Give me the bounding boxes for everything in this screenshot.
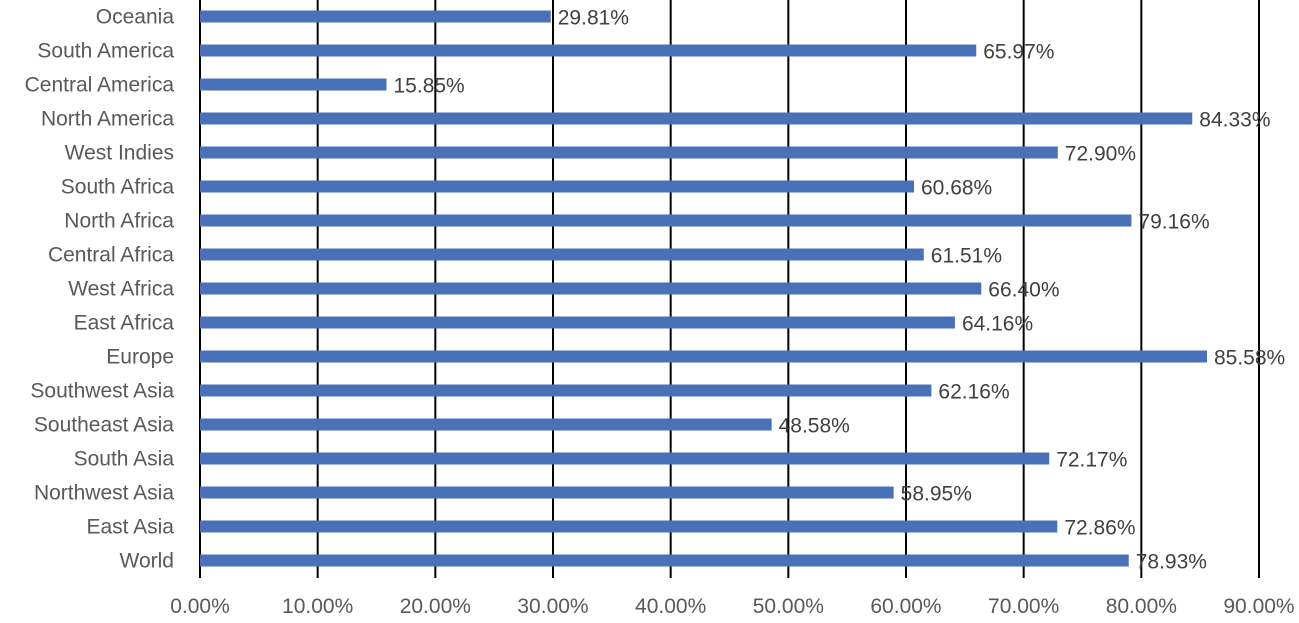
category-label: Oceania: [96, 6, 175, 29]
data-labels: 29.81% 65.97% 15.85% 84.33% 72.90% 60.68% 79.1…: [394, 7, 1286, 574]
data-label: 60.68%: [921, 177, 992, 200]
category-label: South Africa: [61, 176, 175, 199]
x-tick-label: 40.00%: [635, 595, 706, 618]
category-label: West Africa: [68, 278, 174, 301]
category-label: North Africa: [64, 210, 174, 233]
bar: [200, 78, 387, 91]
data-label: 48.58%: [779, 415, 850, 438]
category-label: Central Africa: [48, 244, 174, 267]
x-tick-label: 20.00%: [400, 595, 471, 618]
data-label: 84.33%: [1199, 109, 1270, 132]
category-label: Northwest Asia: [34, 482, 174, 505]
bar: [200, 316, 955, 329]
data-label: 62.16%: [938, 381, 1009, 404]
bar: [200, 554, 1129, 567]
data-label: 72.86%: [1064, 517, 1135, 540]
x-tick-labels: 0.00% 10.00% 20.00% 30.00% 40.00% 50.00% 60.00…: [170, 595, 1294, 618]
bar: [200, 10, 551, 23]
data-label: 72.17%: [1056, 449, 1127, 472]
data-label: 61.51%: [931, 245, 1002, 268]
data-label: 64.16%: [962, 313, 1033, 336]
data-label: 66.40%: [988, 279, 1059, 302]
category-labels: Oceania South America Central America North…: [25, 6, 175, 573]
bar: [200, 248, 924, 261]
data-label: 65.97%: [983, 41, 1054, 64]
category-label: West Indies: [65, 142, 174, 165]
bars: [200, 10, 1207, 567]
x-tick-label: 70.00%: [988, 595, 1059, 618]
data-label: 58.95%: [901, 483, 972, 506]
x-tick-label: 0.00%: [170, 595, 230, 618]
bar: [200, 214, 1132, 227]
data-label: 15.85%: [394, 75, 465, 98]
category-label: World: [120, 550, 174, 573]
category-label: East Africa: [74, 312, 175, 335]
data-label: 72.90%: [1065, 143, 1136, 166]
category-label: Southwest Asia: [30, 380, 174, 403]
category-label: East Asia: [86, 516, 174, 539]
bar: [200, 282, 982, 295]
category-label: Southeast Asia: [34, 414, 174, 437]
data-label: 79.16%: [1138, 211, 1209, 234]
bar: [200, 520, 1058, 533]
x-tick-label: 30.00%: [517, 595, 588, 618]
x-tick-label: 60.00%: [870, 595, 941, 618]
data-label: 78.93%: [1136, 551, 1207, 574]
bar: [200, 418, 772, 431]
x-tick-label: 10.00%: [282, 595, 353, 618]
data-label: 29.81%: [558, 7, 629, 30]
category-label: Europe: [106, 346, 174, 369]
bar: [200, 146, 1058, 159]
data-label: 85.58%: [1214, 347, 1285, 370]
bar: [200, 350, 1207, 363]
bar: [200, 452, 1050, 465]
category-label: Central America: [25, 74, 175, 97]
bar: [200, 486, 894, 499]
bar: [200, 180, 915, 193]
x-tick-label: 80.00%: [1106, 595, 1177, 618]
bar: [200, 112, 1193, 125]
category-label: South America: [37, 40, 174, 63]
bar: [200, 384, 932, 397]
x-tick-label: 50.00%: [753, 595, 824, 618]
bar: [200, 44, 977, 57]
x-tick-label: 90.00%: [1223, 595, 1294, 618]
category-label: South Asia: [74, 448, 175, 471]
category-label: North America: [41, 108, 174, 131]
